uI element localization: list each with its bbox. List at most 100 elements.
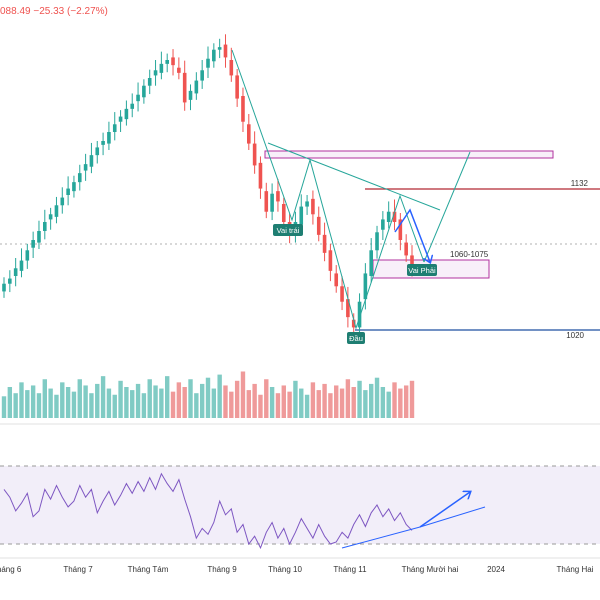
- time-axis-label: Tháng 9: [207, 565, 237, 574]
- candle: [235, 69, 239, 107]
- support-label: 1020: [566, 331, 584, 340]
- candle: [13, 258, 18, 287]
- volume-bar: [380, 387, 386, 418]
- volume-bar: [60, 382, 65, 418]
- volume-bar: [252, 383, 257, 418]
- volume-bar: [89, 393, 94, 418]
- candle-body: [95, 147, 100, 156]
- candle-body: [398, 219, 403, 240]
- resistance-zone: [264, 150, 554, 159]
- candle-body: [252, 143, 257, 166]
- volume-bar: [287, 391, 292, 418]
- candle-body: [177, 67, 181, 73]
- candle-body: [235, 75, 239, 99]
- volume-bar: [409, 380, 415, 418]
- candle: [165, 53, 169, 73]
- volume-bar: [211, 388, 217, 418]
- candle-body: [147, 78, 152, 86]
- volume-bar: [7, 387, 13, 418]
- volume-bar: [118, 380, 123, 418]
- left-shoulder-label: Vai trái: [277, 226, 300, 235]
- volume-bar: [100, 376, 106, 418]
- candle-body: [357, 301, 362, 328]
- candle: [130, 93, 135, 118]
- volume-bar: [316, 390, 321, 418]
- volume-bar: [357, 380, 362, 418]
- candle-body: [153, 70, 158, 76]
- head-label: Đầu: [349, 334, 363, 343]
- candle: [206, 46, 210, 78]
- volume-bar: [269, 387, 275, 418]
- volume-bar: [130, 390, 135, 418]
- time-axis-label: Tháng 10: [268, 565, 302, 574]
- candle: [346, 286, 350, 328]
- volume-bars: [1, 371, 415, 418]
- volume-bar: [48, 388, 53, 418]
- candle-body: [258, 162, 263, 189]
- candle-body: [410, 255, 414, 269]
- candle-body: [404, 242, 408, 256]
- price-change-readout: 088.49 −25.33 (−2.27%): [0, 6, 108, 17]
- candle-body: [334, 273, 339, 287]
- volume-bar: [310, 382, 316, 418]
- candle: [43, 209, 47, 240]
- candle: [182, 60, 187, 111]
- candle: [212, 43, 216, 68]
- candle-body: [89, 155, 94, 167]
- volume-bar: [205, 377, 211, 418]
- candle: [270, 183, 274, 221]
- candle-body: [305, 201, 309, 207]
- volume-bar: [147, 379, 152, 418]
- candle: [48, 207, 53, 230]
- candle: [334, 265, 339, 293]
- candle-body: [299, 206, 304, 225]
- candle-body: [194, 80, 199, 94]
- volume-bar: [339, 388, 345, 418]
- volume-bar: [363, 390, 368, 418]
- rsi-trendline-extension: [419, 506, 486, 528]
- volume-bar: [234, 380, 240, 418]
- volume-bar: [71, 391, 77, 418]
- candle: [159, 51, 164, 80]
- candle-body: [101, 141, 105, 145]
- rsi-arrow: [419, 492, 470, 528]
- volume-bar: [229, 391, 234, 418]
- candle: [177, 57, 181, 80]
- candle: [398, 213, 403, 251]
- candle-body: [206, 58, 210, 68]
- volume-bar: [141, 393, 147, 418]
- candle-body: [19, 260, 24, 271]
- time-axis-label: 2024: [487, 565, 505, 574]
- candle-body: [8, 278, 12, 284]
- volume-bar: [386, 391, 391, 418]
- projection-arrow: [394, 208, 430, 262]
- candle-body: [171, 57, 175, 66]
- volume-bar: [176, 382, 182, 418]
- candle: [311, 190, 315, 225]
- resistance-label: 1132: [571, 179, 589, 188]
- rsi-trendline: [341, 526, 421, 549]
- candle: [217, 38, 222, 59]
- target-zone-label: 1060-1075: [450, 250, 489, 259]
- candle-body: [124, 108, 129, 120]
- candle-body: [25, 250, 30, 261]
- candle: [147, 69, 152, 95]
- candle-body: [13, 268, 18, 276]
- candle-body: [130, 103, 135, 109]
- candle-body: [212, 49, 216, 62]
- candle: [89, 142, 94, 174]
- candle-body: [2, 283, 6, 292]
- candle-body: [83, 164, 88, 171]
- candle-body: [311, 198, 315, 215]
- candle: [386, 201, 391, 229]
- volume-bar: [135, 383, 141, 418]
- volume-bar: [223, 385, 228, 418]
- candle-body: [351, 319, 356, 328]
- candle: [229, 47, 234, 82]
- candle: [188, 84, 193, 111]
- candle: [258, 156, 263, 199]
- volume-bar: [398, 388, 403, 418]
- time-axis-label: Tháng 7: [63, 565, 93, 574]
- candle: [322, 222, 327, 262]
